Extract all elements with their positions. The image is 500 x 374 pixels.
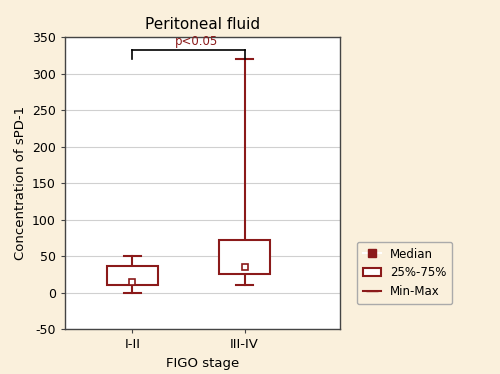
Title: Peritoneal fluid: Peritoneal fluid <box>145 17 260 32</box>
X-axis label: FIGO stage: FIGO stage <box>166 357 239 370</box>
Text: p<0.05: p<0.05 <box>175 35 218 47</box>
Bar <box>220 240 270 275</box>
Bar <box>107 266 158 285</box>
Y-axis label: Concentration of sPD-1: Concentration of sPD-1 <box>14 106 26 260</box>
Legend: Median, 25%-75%, Min-Max: Median, 25%-75%, Min-Max <box>357 242 452 304</box>
